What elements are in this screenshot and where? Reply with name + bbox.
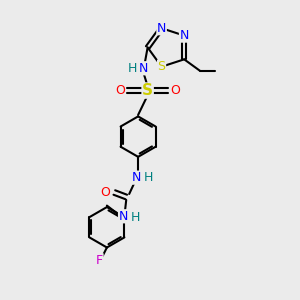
Text: F: F <box>96 254 103 267</box>
Text: O: O <box>115 84 125 97</box>
Text: N: N <box>157 22 166 35</box>
Text: S: S <box>158 60 166 73</box>
Text: O: O <box>100 186 110 199</box>
Text: H: H <box>144 171 153 184</box>
Text: H: H <box>130 211 140 224</box>
Text: N: N <box>139 62 148 75</box>
Text: S: S <box>142 83 153 98</box>
Text: O: O <box>170 84 180 97</box>
Text: N: N <box>132 171 141 184</box>
Text: N: N <box>118 210 128 223</box>
Text: H: H <box>128 62 137 75</box>
Text: N: N <box>179 29 189 42</box>
